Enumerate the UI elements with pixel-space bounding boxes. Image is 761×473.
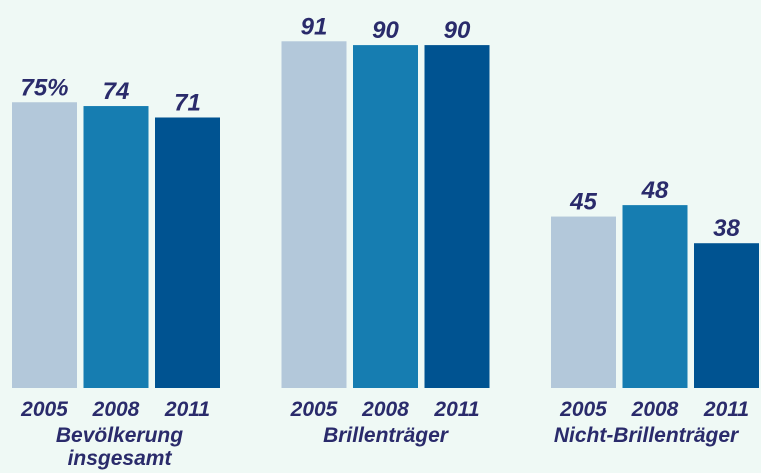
category-label: Brillenträger [323, 424, 448, 447]
data-label: 45 [569, 189, 597, 216]
data-label: 90 [372, 17, 399, 44]
year-label: 2005 [20, 398, 68, 421]
bar [353, 45, 418, 388]
data-label: 74 [103, 78, 130, 105]
bar [155, 117, 220, 389]
bar [281, 41, 347, 388]
data-label: 38 [713, 215, 740, 242]
data-label: 90 [444, 17, 471, 44]
year-label: 2008 [92, 398, 140, 421]
year-label: 2005 [290, 398, 338, 421]
year-label: 2008 [631, 398, 679, 421]
category-label: Nicht-Brillenträger [553, 424, 739, 447]
data-label: 48 [641, 177, 669, 204]
bar [12, 102, 77, 388]
bar [424, 45, 490, 388]
data-label: 71 [174, 89, 201, 116]
bar [622, 205, 688, 388]
bar [694, 243, 759, 388]
bar [83, 106, 149, 388]
data-label: 91 [301, 13, 328, 40]
year-label: 2008 [361, 398, 409, 421]
category-label: Bevölkerung insgesamt [55, 424, 184, 470]
year-label: 2011 [433, 398, 479, 421]
data-label: 75% [20, 74, 68, 101]
year-label: 2011 [164, 398, 210, 421]
year-label: 2005 [559, 398, 607, 421]
bar [551, 216, 616, 388]
year-label: 2011 [703, 398, 749, 421]
